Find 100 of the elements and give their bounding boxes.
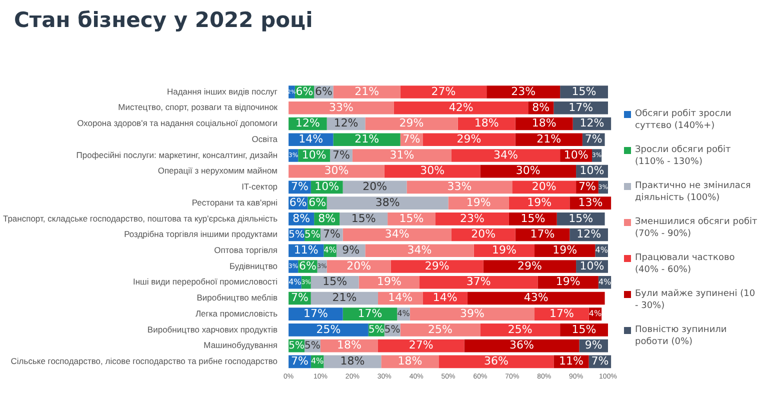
bar	[365, 117, 458, 130]
data-label: 7%	[322, 228, 340, 241]
y-tick-label: Надання інших видів послуг	[166, 86, 278, 96]
data-label: 7%	[591, 354, 609, 368]
y-tick-label: Мистецтво, спорт, розваги та відпочинок	[118, 102, 278, 112]
data-label: 14%	[388, 291, 413, 304]
data-label: 8%	[532, 100, 550, 114]
data-label: 20%	[362, 180, 388, 194]
data-label: 18%	[532, 116, 556, 130]
bar	[464, 339, 580, 352]
data-label: 4%	[595, 246, 608, 255]
data-label: 5%	[304, 340, 320, 352]
data-label: 4%	[324, 246, 337, 255]
y-tick-label: Транспорт, складське господарство, поштова та кур'єрська діяльність	[2, 213, 278, 224]
legend-label: Зросли обсяги робіт (110% - 130%)	[635, 144, 732, 168]
bar	[435, 212, 509, 226]
data-label: 33%	[329, 100, 354, 114]
data-label: 14%	[298, 132, 324, 146]
y-tick-label: Машинобудування	[204, 340, 278, 350]
data-label: 15%	[568, 212, 594, 225]
data-label: 15%	[572, 84, 596, 98]
legend-label: Працювали частково (40% - 60%)	[635, 252, 736, 276]
data-label: 34%	[384, 228, 410, 241]
data-label: 5%	[288, 340, 304, 352]
bar	[467, 292, 605, 305]
data-label: 5%	[384, 324, 400, 336]
data-label: 18%	[398, 354, 422, 368]
data-label: 30%	[324, 164, 349, 178]
data-label: 29%	[424, 259, 450, 272]
bar	[538, 276, 598, 289]
data-label: 8%	[318, 212, 336, 225]
bar	[400, 86, 487, 98]
data-label: 19%	[552, 244, 578, 256]
data-label: 9%	[342, 244, 360, 256]
bar	[352, 149, 452, 162]
bar	[342, 228, 452, 242]
data-label: 30%	[516, 164, 540, 178]
data-label: 12%	[334, 116, 358, 130]
data-label: 14%	[432, 291, 458, 304]
bar	[288, 324, 368, 336]
data-label: 6%	[289, 196, 307, 209]
data-label: 11%	[559, 354, 584, 368]
y-tick-label: Роздрібна торгівля іншими продуктами	[124, 229, 278, 240]
data-label: 4%	[310, 356, 324, 366]
bar	[534, 308, 589, 320]
data-label: 37%	[466, 275, 491, 288]
y-tick-label: Операції з нерухомим майном	[158, 166, 278, 176]
data-label: 15%	[322, 275, 348, 288]
data-label: 38%	[375, 196, 400, 209]
data-label: 27%	[408, 338, 434, 352]
data-label: 20%	[471, 228, 496, 241]
data-label: 19%	[492, 244, 516, 256]
data-label: 23%	[511, 84, 536, 98]
data-label: 7%	[578, 180, 596, 194]
data-label: 25%	[428, 322, 452, 336]
data-label: 5%	[304, 229, 320, 240]
data-label: 7%	[584, 132, 602, 146]
data-label: 7%	[290, 354, 308, 368]
data-label: 9%	[584, 338, 602, 352]
data-label: 21%	[354, 132, 380, 146]
data-label: 15%	[520, 212, 546, 225]
y-tick-label: Виробництво харчових продуктів	[147, 324, 278, 334]
bar	[378, 339, 464, 352]
y-tick-label: Інші види переробної промисловості	[132, 276, 278, 287]
bar	[288, 101, 394, 114]
data-label: 8%	[292, 212, 310, 225]
bar	[390, 260, 484, 273]
bar	[438, 355, 554, 368]
data-label: 19%	[376, 275, 402, 288]
data-label: 11%	[294, 244, 318, 256]
data-label: 13%	[578, 196, 603, 209]
data-label: 17%	[549, 306, 574, 320]
bar	[480, 324, 560, 336]
data-label: 18%	[474, 116, 499, 130]
data-label: 19%	[466, 196, 491, 209]
data-label: 7%	[290, 180, 308, 194]
y-tick-label: Ресторани та кав'ярні	[192, 197, 278, 208]
data-label: 20%	[346, 259, 372, 272]
data-label: 29%	[456, 132, 482, 146]
y-tick-label: IT-сектор	[242, 182, 278, 192]
y-tick-label: Охорона здоров'я та надання соціальної допомоги	[77, 118, 278, 128]
data-label: 33%	[447, 180, 472, 194]
bar	[554, 101, 608, 114]
data-label: 29%	[517, 259, 542, 272]
bar	[333, 86, 400, 98]
data-label: 19%	[556, 275, 580, 288]
bar	[422, 133, 516, 146]
data-label: 15%	[351, 212, 376, 225]
bar	[406, 180, 512, 194]
data-label: 6%	[298, 259, 316, 272]
data-label: 18%	[340, 354, 365, 368]
data-label: 12%	[580, 116, 604, 130]
legend-label: Були майже зупинені (10 - 30%)	[635, 288, 756, 312]
bar	[326, 260, 391, 273]
data-label: 7%	[332, 148, 350, 162]
data-label: 29%	[399, 116, 424, 130]
data-label: 5%	[288, 229, 304, 240]
data-label: 36%	[510, 338, 534, 352]
data-label: 4%	[598, 277, 612, 286]
data-label: 30%	[420, 164, 445, 178]
